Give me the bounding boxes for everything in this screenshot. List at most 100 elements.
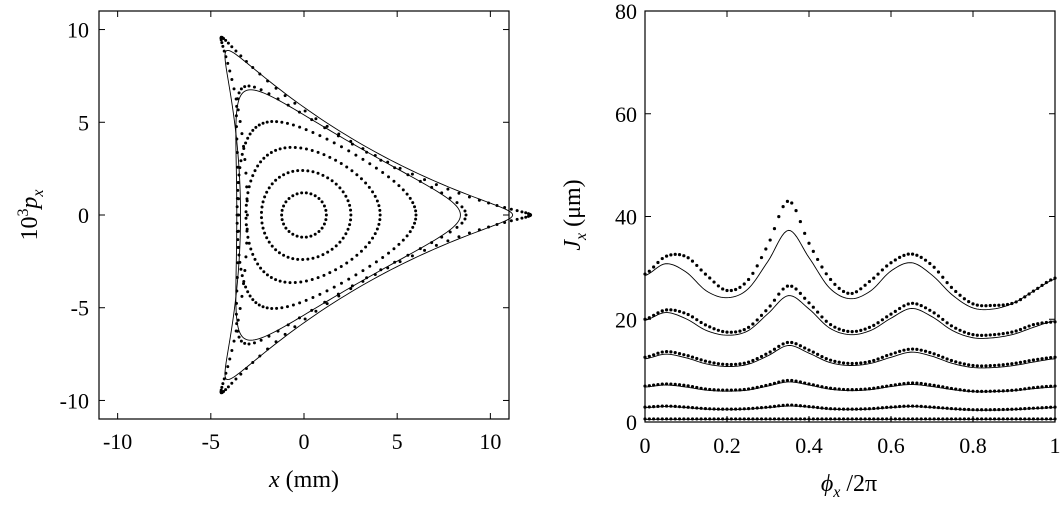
orbit-point <box>277 175 281 179</box>
action-point <box>816 257 820 262</box>
orbit-point <box>365 276 369 280</box>
orbit-point <box>377 222 381 226</box>
orbit-point <box>328 271 332 275</box>
action-point <box>820 265 824 269</box>
orbit-point <box>378 213 382 217</box>
action-point <box>988 389 992 393</box>
action-point <box>708 407 712 411</box>
action-point <box>695 263 699 268</box>
action-point <box>854 407 859 411</box>
orbit-point <box>285 305 289 309</box>
action-point <box>954 360 958 364</box>
action-point <box>954 387 958 391</box>
action-point <box>841 328 846 333</box>
action-point <box>919 381 923 386</box>
action-point <box>798 380 802 384</box>
action-point <box>781 417 785 421</box>
orbit-point <box>226 41 230 45</box>
action-point <box>958 417 962 421</box>
action-point <box>984 333 988 337</box>
action-point <box>1040 406 1044 410</box>
action-point <box>669 253 673 257</box>
action-point <box>716 407 720 411</box>
action-point <box>893 258 897 262</box>
action-point <box>699 386 703 390</box>
orbit-point <box>393 166 397 170</box>
action-point <box>941 275 945 279</box>
action-point <box>816 384 820 388</box>
orbit-point <box>322 153 326 157</box>
orbit-point <box>314 309 318 313</box>
action-point <box>980 333 984 337</box>
action-point <box>725 388 729 392</box>
action-point <box>889 405 893 409</box>
orbit-point <box>230 381 234 385</box>
action-point <box>872 323 876 327</box>
left-y-tick-label: 10 <box>67 18 89 43</box>
orbit-point <box>371 190 375 194</box>
action-point <box>751 271 755 275</box>
action-point <box>798 417 802 421</box>
orbit-point <box>325 289 329 293</box>
orbit-point <box>286 103 290 107</box>
action-point <box>1010 362 1014 366</box>
action-point <box>1049 417 1053 421</box>
action-point <box>898 306 902 311</box>
action-point <box>686 405 690 409</box>
orbit-point <box>375 227 379 231</box>
orbit-point <box>448 230 452 234</box>
action-point <box>1014 361 1018 365</box>
action-point <box>647 417 651 421</box>
orbit-point <box>299 280 303 284</box>
action-point <box>1036 322 1040 326</box>
action-point <box>1005 362 1010 366</box>
orbit-point <box>254 301 258 305</box>
orbit-point <box>349 139 353 143</box>
action-point <box>898 255 902 259</box>
action-point <box>885 264 889 268</box>
orbit-point <box>309 192 313 196</box>
action-point <box>837 417 841 421</box>
action-point <box>902 253 906 257</box>
action-point <box>1044 384 1048 389</box>
orbit-point <box>280 208 284 212</box>
orbit-point <box>261 200 265 204</box>
action-point <box>1031 417 1036 421</box>
orbit-point <box>318 134 322 138</box>
action-point <box>811 350 815 354</box>
action-point <box>872 386 876 390</box>
orbit-point <box>226 365 230 369</box>
orbit-point <box>455 201 459 205</box>
action-point <box>850 388 854 392</box>
orbit-point <box>406 173 410 177</box>
action-point <box>772 381 777 385</box>
orbit-point <box>301 168 305 172</box>
orbit-point <box>269 276 273 279</box>
action-point <box>915 253 919 257</box>
left-y-tick-label: -5 <box>71 296 89 321</box>
orbit-point <box>293 101 297 105</box>
orbit-point <box>303 317 307 321</box>
action-point <box>958 388 962 392</box>
orbit-point <box>524 215 528 219</box>
action-point <box>768 417 772 421</box>
orbit-point <box>238 119 242 123</box>
action-point <box>738 362 742 366</box>
orbit-point <box>260 205 264 209</box>
action-point <box>910 252 915 256</box>
action-point <box>746 387 751 391</box>
action-point <box>1005 331 1010 335</box>
orbit-point <box>276 97 280 101</box>
orbit-point <box>323 300 327 304</box>
action-point <box>919 417 923 421</box>
orbit-point <box>266 347 270 351</box>
action-point <box>725 362 729 367</box>
action-point <box>962 388 966 392</box>
action-point <box>798 291 802 295</box>
orbit-point <box>304 128 308 132</box>
action-point <box>721 388 725 392</box>
orbit-point <box>381 255 385 259</box>
right-y-axis-title: Jx(μm) <box>560 179 590 250</box>
action-point <box>746 406 751 411</box>
action-point <box>759 313 764 317</box>
